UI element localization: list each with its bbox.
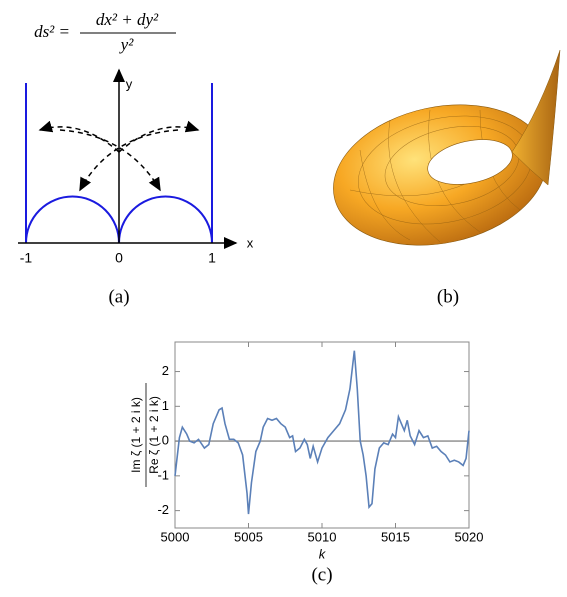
dashed-arrow bbox=[60, 130, 160, 190]
figure: ds² = dx² + dy² y² -1 0 1 x y (a) (b) 50… bbox=[0, 0, 567, 597]
formula-lhs: ds² = bbox=[34, 22, 70, 41]
formula-numerator: dx² + dy² bbox=[96, 10, 159, 29]
dashed-arrow bbox=[80, 130, 178, 190]
caption: (c) bbox=[311, 564, 332, 585]
tick-label: -1 bbox=[20, 250, 33, 266]
y-axis-label-numerator: Im ζ (1 + 2 i k) bbox=[129, 397, 143, 473]
x-tick-label: 5015 bbox=[381, 529, 410, 544]
data-line bbox=[175, 351, 469, 514]
formula-denominator: y² bbox=[119, 35, 135, 54]
y-tick-label: 2 bbox=[162, 363, 169, 378]
x-tick-label: 5000 bbox=[161, 529, 190, 544]
tick-label: 0 bbox=[115, 250, 123, 266]
panel-a: -1 0 1 x y (a) bbox=[18, 70, 254, 307]
x-tick-label: 5005 bbox=[234, 529, 263, 544]
x-tick-label: 5020 bbox=[455, 529, 484, 544]
y-axis-label-denominator: Re ζ (1 + 2 i k) bbox=[147, 396, 161, 474]
y-tick-label: 0 bbox=[162, 433, 169, 448]
dashed-arrow bbox=[40, 127, 119, 152]
y-axis-label: y bbox=[126, 76, 133, 91]
y-tick-label: 1 bbox=[162, 398, 169, 413]
panel-b: (b) bbox=[320, 50, 560, 307]
formula: ds² = dx² + dy² y² bbox=[34, 10, 176, 54]
caption: (a) bbox=[108, 286, 129, 307]
x-axis-label: k bbox=[319, 546, 327, 561]
y-tick-label: -2 bbox=[157, 502, 169, 517]
caption: (b) bbox=[437, 286, 459, 307]
plot-frame bbox=[175, 342, 469, 528]
dashed-arrow bbox=[119, 127, 198, 152]
x-axis-label: x bbox=[247, 235, 254, 250]
x-tick-label: 5010 bbox=[308, 529, 337, 544]
tick-label: 1 bbox=[208, 250, 216, 266]
